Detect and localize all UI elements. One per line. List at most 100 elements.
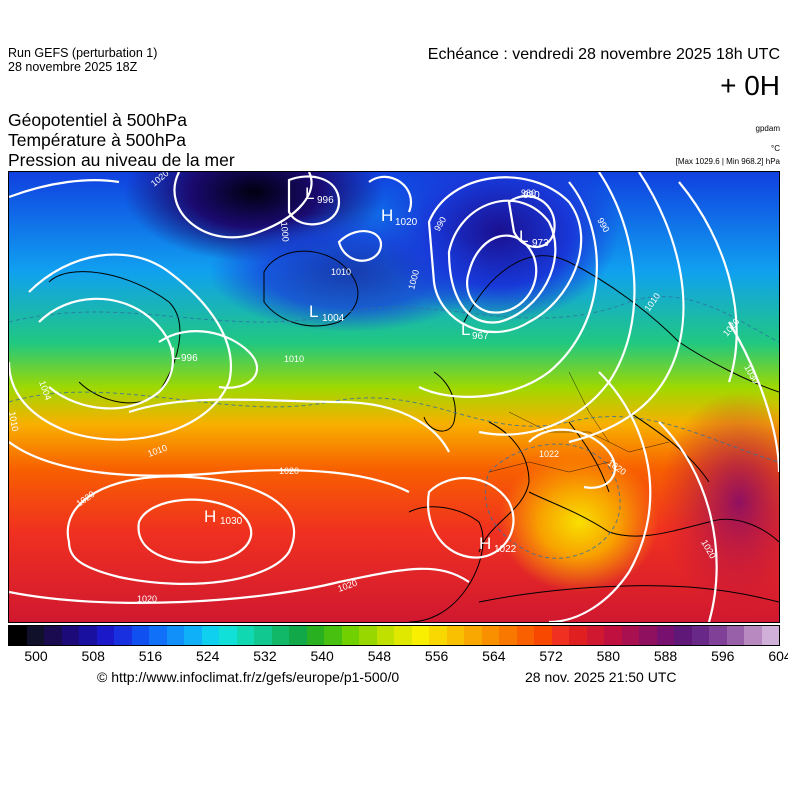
colorbar-swatch	[201, 626, 219, 645]
colorbar-tick-label: 604	[768, 648, 788, 664]
svg-text:1030: 1030	[220, 516, 243, 527]
colorbar-swatch	[166, 626, 184, 645]
isobar-label: 980	[521, 188, 536, 198]
hot-area-east	[659, 392, 788, 612]
temperature-contours	[8, 296, 780, 559]
colorbar-tick-label: 532	[253, 648, 277, 664]
colorbar-swatch	[376, 626, 394, 645]
warm-dome-mediterranean	[499, 452, 659, 592]
colorbar-ticks: 500 508 516 524 532 540 548 556 564 572 580 588 596 6…	[8, 648, 788, 666]
svg-text:996: 996	[317, 195, 334, 206]
svg-text:H: H	[381, 206, 393, 225]
colorbar-swatch	[9, 626, 27, 645]
colorbar-tick-label: 564	[482, 648, 506, 664]
colorbar-swatch	[744, 626, 762, 645]
colorbar-swatch	[411, 626, 429, 645]
colorbar-swatch	[464, 626, 482, 645]
colorbar-tick-label: 596	[711, 648, 735, 664]
colorbar-swatch	[341, 626, 359, 645]
colorbar-tick-label: 524	[196, 648, 220, 664]
colorbar-swatch	[639, 626, 657, 645]
isobar-label: 1000	[279, 221, 291, 242]
colorbar-swatch	[586, 626, 604, 645]
isobar-label: 1010	[331, 267, 351, 277]
colorbar-tick-label: 588	[653, 648, 678, 664]
colorbar-tick-label: 500	[24, 648, 48, 664]
colorbar-tick-label: 516	[138, 648, 163, 664]
colorbar-swatch	[726, 626, 744, 645]
svg-text:967: 967	[472, 331, 489, 342]
colorbar-swatch	[691, 626, 709, 645]
lead-time: + 0H	[720, 70, 780, 101]
colorbar-swatch	[446, 626, 464, 645]
high-1020-iceland: H 1020	[381, 206, 418, 228]
generated-timestamp: 28 nov. 2025 21:50 UTC	[525, 669, 677, 685]
low-1004-atlantic: L 1004	[309, 302, 345, 324]
map-svg: 1020 1000 1010 990 980 990 1000 1010 101…	[7, 122, 788, 624]
colorbar-swatch	[359, 626, 377, 645]
field-geopotential: Géopotentiel à 500hPa	[8, 110, 188, 130]
colorbar-swatch	[429, 626, 447, 645]
isobars	[7, 171, 781, 624]
colorbar-tick-label: 580	[596, 648, 620, 664]
svg-text:L: L	[309, 302, 318, 321]
colorbar-swatch	[184, 626, 202, 645]
svg-text:1020: 1020	[395, 217, 418, 228]
colorbar-swatch	[289, 626, 307, 645]
colorbar-swatch	[534, 626, 552, 645]
colorbar-tick-label: 548	[367, 648, 392, 664]
isobar-label: 1010	[9, 411, 20, 432]
isobar-label: 1020	[137, 594, 157, 604]
svg-text:L: L	[171, 344, 180, 363]
svg-text:L: L	[519, 227, 528, 246]
colorbar-swatch	[709, 626, 727, 645]
high-1030-azores: H 1030	[204, 507, 243, 527]
colorbar-swatch	[271, 626, 289, 645]
colorbar-swatch	[761, 626, 779, 645]
pressure-centers: L 996 H 1020 980 L 973 L 1004 L 967 L 996 H 103…	[171, 184, 549, 555]
colorbar-swatch	[26, 626, 44, 645]
source-url[interactable]: © http://www.infoclimat.fr/z/gefs/europe…	[97, 669, 400, 685]
run-date: 28 novembre 2025 18Z	[8, 60, 138, 74]
colorbar-swatch	[516, 626, 534, 645]
colorbar-swatch	[306, 626, 324, 645]
unit-geopotential: gpdam	[755, 124, 780, 133]
low-996-greenland: L 996	[305, 184, 334, 206]
colorbar-swatch	[236, 626, 254, 645]
echeance-label: Echéance : vendredi 28 novembre 2025 18h…	[427, 46, 780, 63]
colorbar-tick-label: 508	[81, 648, 105, 664]
colorbar-swatch	[674, 626, 692, 645]
colorbar-swatch	[149, 626, 167, 645]
colorbar-swatch	[481, 626, 499, 645]
colorbar-swatch	[254, 626, 272, 645]
max-min-pressure: [Max 1029.6 | Min 968.2] hPa	[675, 157, 780, 166]
svg-text:1004: 1004	[322, 313, 345, 324]
svg-text:L: L	[461, 320, 470, 339]
svg-text:973: 973	[532, 238, 549, 249]
colorbar-swatch	[621, 626, 639, 645]
svg-text:996: 996	[181, 353, 198, 364]
colorbar-swatch	[61, 626, 79, 645]
low-973-norway: L 973	[519, 227, 549, 249]
low-980-north-sea: 980	[523, 190, 540, 201]
field-pressure: Pression au niveau de la mer	[8, 150, 235, 170]
svg-text:1022: 1022	[494, 544, 517, 555]
colorbar-swatch	[131, 626, 149, 645]
colorbar-swatch	[79, 626, 97, 645]
svg-text:L: L	[305, 184, 314, 203]
isobar-label: 1010	[284, 354, 304, 364]
colorbar-swatch	[604, 626, 622, 645]
colorbar-swatch	[656, 626, 674, 645]
colorbar-tick-label: 540	[310, 648, 334, 664]
weather-map: 1020 1000 1010 990 980 990 1000 1010 101…	[7, 122, 788, 624]
low-967-north-sea: L 967	[461, 320, 489, 342]
colorbar-tick-label: 572	[539, 648, 563, 664]
isobar-label: 1020	[279, 466, 299, 476]
colorbar-swatch	[569, 626, 587, 645]
colorbar-tick-label: 556	[424, 648, 449, 664]
low-996-labrador: L 996	[171, 344, 198, 364]
colorbar-swatch	[324, 626, 342, 645]
colorbar-swatch	[394, 626, 412, 645]
colorbar-swatch	[219, 626, 237, 645]
isobar-label: 1022	[539, 449, 559, 459]
